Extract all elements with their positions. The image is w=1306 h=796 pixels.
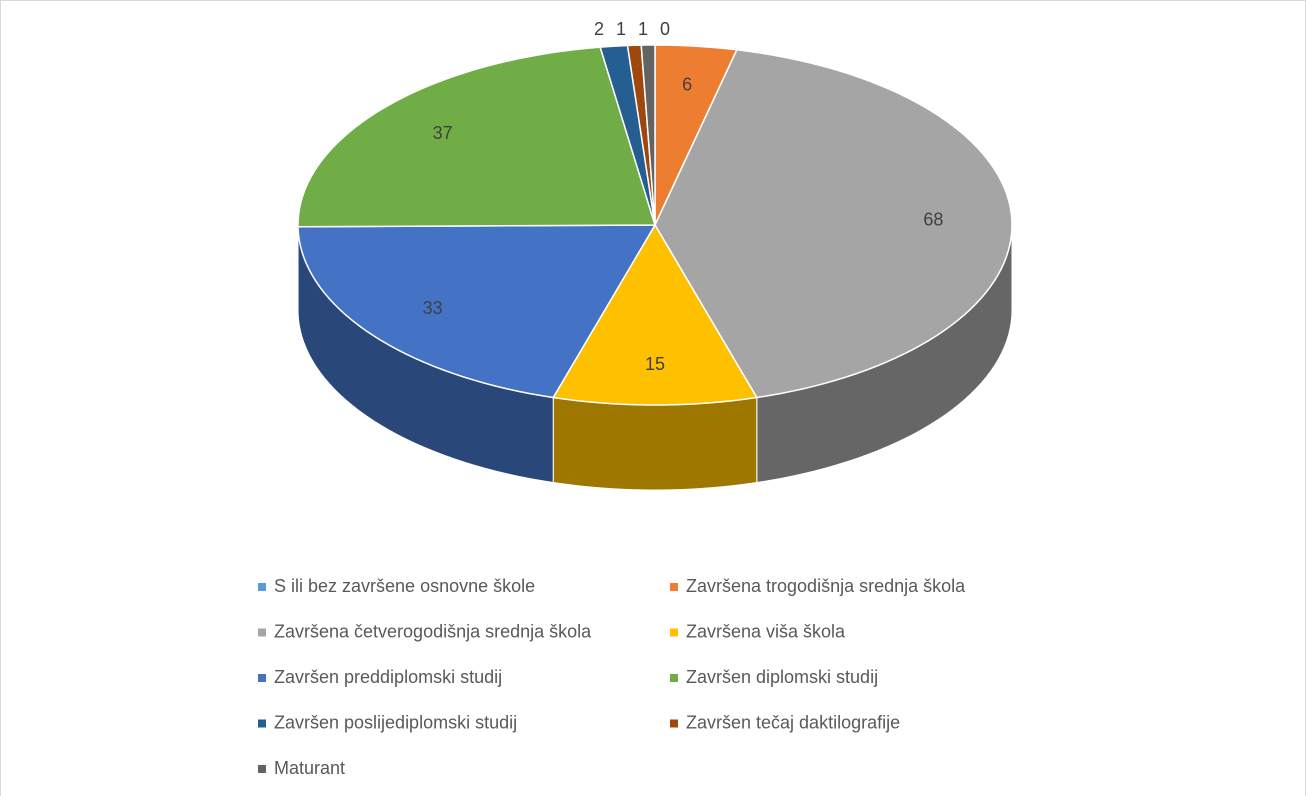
legend-swatch [258,719,266,728]
slice-side [552,396,758,491]
legend-label: Završen diplomski studij [686,667,878,687]
legend-swatch [670,719,678,728]
legend-swatch [670,674,678,682]
data-label: 1 [638,19,648,39]
slice [640,44,656,226]
data-label: 68 [923,210,943,230]
data-label: 37 [433,123,453,143]
legend-label: Završena trogodišnja srednja škola [686,576,966,596]
legend-swatch [258,628,266,637]
slice [654,48,1013,399]
legend-swatch [670,628,678,637]
legend-label: Maturant [274,758,345,778]
data-label: 15 [645,354,665,374]
data-label: 33 [423,298,443,318]
legend-label: S ili bez završene osnovne škole [274,576,535,596]
legend-swatch [258,583,266,591]
legend-swatch [258,674,266,682]
data-label: 6 [682,74,692,94]
data-label: 1 [616,19,626,39]
slice [297,46,657,228]
legend-swatch [670,583,678,591]
legend-swatch [258,765,266,773]
data-label: 0 [660,19,670,39]
legend-label: Završena četverogodišnja srednja škola [274,621,592,641]
legend-label: Završen poslijediplomski studij [274,712,517,732]
slice [552,223,758,406]
data-label: 2 [594,19,604,39]
legend-label: Završena viša škola [686,621,846,641]
legend-label: Završen tečaj daktilografije [686,712,900,732]
slice [297,224,657,399]
legend-label: Završen preddiplomski studij [274,667,502,687]
